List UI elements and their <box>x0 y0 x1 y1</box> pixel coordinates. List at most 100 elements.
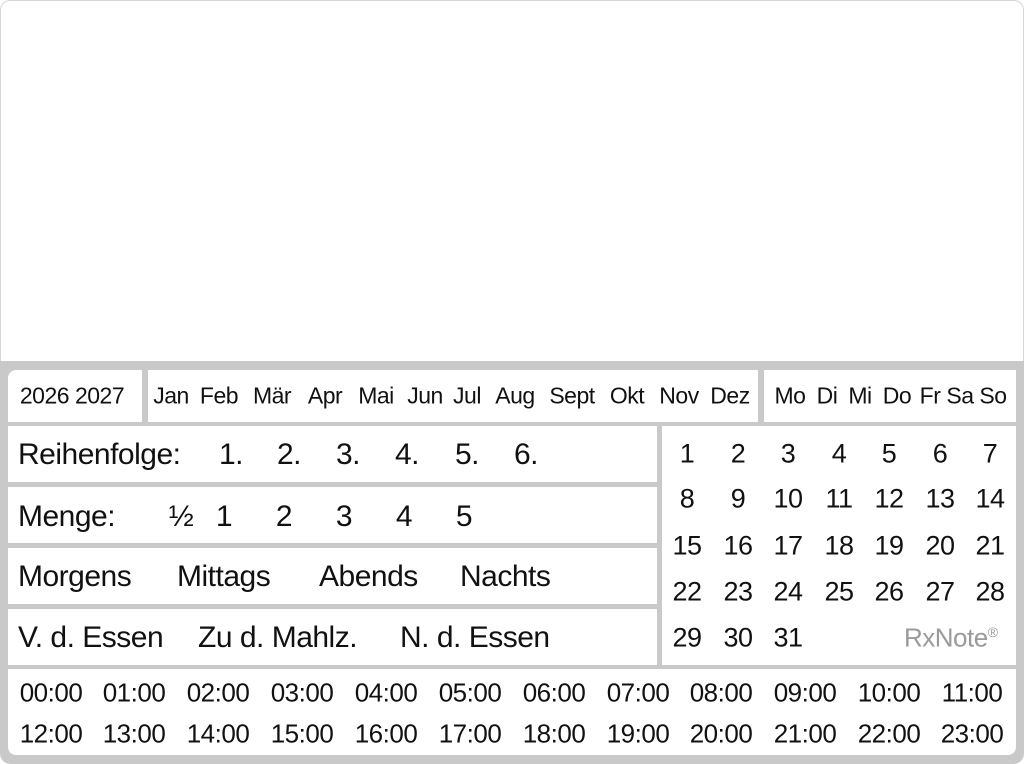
order-option[interactable]: 4. <box>394 438 420 471</box>
hour-option[interactable]: 12:00 <box>19 718 83 749</box>
day-option[interactable]: 7 <box>982 438 998 469</box>
order-label: Reihenfolge: <box>18 438 181 471</box>
day-option[interactable]: 17 <box>773 530 803 561</box>
day-option[interactable]: 18 <box>824 530 854 561</box>
month-option[interactable]: Aug <box>495 382 535 409</box>
month-option[interactable]: Sept <box>549 382 595 409</box>
meal-option[interactable]: Zu d. Mahlz. <box>198 621 358 654</box>
weekday-option[interactable]: Sa <box>946 382 974 409</box>
amount-option[interactable]: ½ <box>168 500 194 533</box>
order-option[interactable]: 3. <box>335 438 361 471</box>
hour-option[interactable]: 14:00 <box>186 718 250 749</box>
order-option[interactable]: 1. <box>218 438 244 471</box>
day-option[interactable]: 25 <box>824 576 854 607</box>
day-option[interactable]: 26 <box>874 576 904 607</box>
amount-option[interactable]: 4 <box>395 500 413 533</box>
hour-option[interactable]: 03:00 <box>270 677 334 708</box>
time-of-day-option[interactable]: Morgens <box>18 560 132 593</box>
day-option[interactable]: 12 <box>874 483 904 514</box>
hour-grid: 00:00 01:00 02:00 03:00 04:00 05:00 06:00 07:00… <box>8 669 1016 755</box>
hour-option[interactable]: 16:00 <box>354 718 418 749</box>
day-option[interactable]: 19 <box>874 530 904 561</box>
years[interactable]: 2026 2027 <box>19 382 125 409</box>
day-option[interactable]: 13 <box>925 483 955 514</box>
day-option[interactable]: 31 <box>773 622 803 653</box>
meal-option[interactable]: V. d. Essen <box>18 621 164 654</box>
day-option[interactable]: 11 <box>825 483 853 514</box>
hour-option[interactable]: 04:00 <box>354 677 418 708</box>
order-row: Reihenfolge: 1. 2. 3. 4. 5. 6. <box>8 426 657 482</box>
hour-option[interactable]: 06:00 <box>522 677 586 708</box>
amount-option[interactable]: 5 <box>455 500 473 533</box>
day-option[interactable]: 6 <box>932 438 948 469</box>
month-option[interactable]: Mär <box>252 382 292 409</box>
day-option[interactable]: 8 <box>679 483 695 514</box>
amount-option[interactable]: 3 <box>335 500 353 533</box>
time-of-day-option[interactable]: Abends <box>319 560 418 593</box>
day-option[interactable]: 30 <box>723 622 753 653</box>
amount-option[interactable]: 1 <box>215 500 233 533</box>
hour-option[interactable]: 21:00 <box>773 718 837 749</box>
hour-option[interactable]: 09:00 <box>773 677 837 708</box>
day-option[interactable]: 14 <box>975 483 1005 514</box>
hour-option[interactable]: 20:00 <box>689 718 753 749</box>
weekday-option[interactable]: Mi <box>848 382 872 409</box>
month-option[interactable]: Jul <box>453 382 481 409</box>
month-option[interactable]: Jan <box>153 382 189 409</box>
day-option[interactable]: 15 <box>672 530 702 561</box>
month-option[interactable]: Apr <box>307 382 343 409</box>
day-option[interactable]: 27 <box>925 576 955 607</box>
hour-option[interactable]: 07:00 <box>606 677 670 708</box>
order-option[interactable]: 5. <box>454 438 480 471</box>
order-option[interactable]: 6. <box>513 438 539 471</box>
amount-option[interactable]: 2 <box>275 500 293 533</box>
weekday-option[interactable]: Di <box>816 382 838 409</box>
amount-label: Menge: <box>18 500 116 533</box>
day-option[interactable]: 16 <box>723 530 753 561</box>
day-option[interactable]: 5 <box>881 438 897 469</box>
day-option[interactable]: 10 <box>773 483 803 514</box>
hour-option[interactable]: 00:00 <box>19 677 83 708</box>
day-option[interactable]: 21 <box>975 530 1005 561</box>
day-option[interactable]: 29 <box>672 622 702 653</box>
day-option[interactable]: 4 <box>831 438 847 469</box>
hour-option[interactable]: 11:00 <box>941 677 1003 708</box>
month-option[interactable]: Dez <box>710 382 750 409</box>
day-option[interactable]: 2 <box>730 438 746 469</box>
weekday-option[interactable]: Do <box>882 382 912 409</box>
month-option[interactable]: Feb <box>199 382 239 409</box>
hour-option[interactable]: 13:00 <box>102 718 166 749</box>
hour-option[interactable]: 02:00 <box>186 677 250 708</box>
weekday-option[interactable]: Mo <box>774 382 806 409</box>
day-option[interactable]: 24 <box>773 576 803 607</box>
order-option[interactable]: 2. <box>276 438 302 471</box>
day-option[interactable]: 23 <box>723 576 753 607</box>
hour-option[interactable]: 17:00 <box>438 718 502 749</box>
day-option[interactable]: 1 <box>679 438 695 469</box>
weekday-option[interactable]: Fr <box>919 382 941 409</box>
month-option[interactable]: Mai <box>358 382 394 409</box>
meal-option[interactable]: N. d. Essen <box>400 621 550 654</box>
month-option[interactable]: Okt <box>609 382 645 409</box>
time-of-day-option[interactable]: Nachts <box>460 560 551 593</box>
day-option[interactable]: 20 <box>925 530 955 561</box>
hour-option[interactable]: 15:00 <box>270 718 334 749</box>
hour-option[interactable]: 08:00 <box>689 677 753 708</box>
hour-option[interactable]: 23:00 <box>940 718 1004 749</box>
day-option[interactable]: 9 <box>730 483 746 514</box>
month-option[interactable]: Nov <box>659 382 699 409</box>
day-option[interactable]: 28 <box>975 576 1005 607</box>
weekday-option[interactable]: So <box>979 382 1007 409</box>
hour-option[interactable]: 18:00 <box>522 718 586 749</box>
day-option[interactable]: 3 <box>780 438 796 469</box>
weekday-row: Mo Di Mi Do Fr Sa So <box>764 370 1016 422</box>
day-option[interactable]: 22 <box>672 576 702 607</box>
hour-option[interactable]: 01:00 <box>102 677 166 708</box>
hour-option[interactable]: 19:00 <box>606 718 670 749</box>
time-of-day-option[interactable]: Mittags <box>177 560 271 593</box>
hour-option[interactable]: 22:00 <box>857 718 921 749</box>
day-calendar: RxNote® 1 2 3 4 5 6 7 8 9 10 11 12 13 14 15 16 17 18 19 20 2… <box>662 426 1016 665</box>
month-option[interactable]: Jun <box>407 382 443 409</box>
hour-option[interactable]: 05:00 <box>438 677 502 708</box>
hour-option[interactable]: 10:00 <box>857 677 921 708</box>
